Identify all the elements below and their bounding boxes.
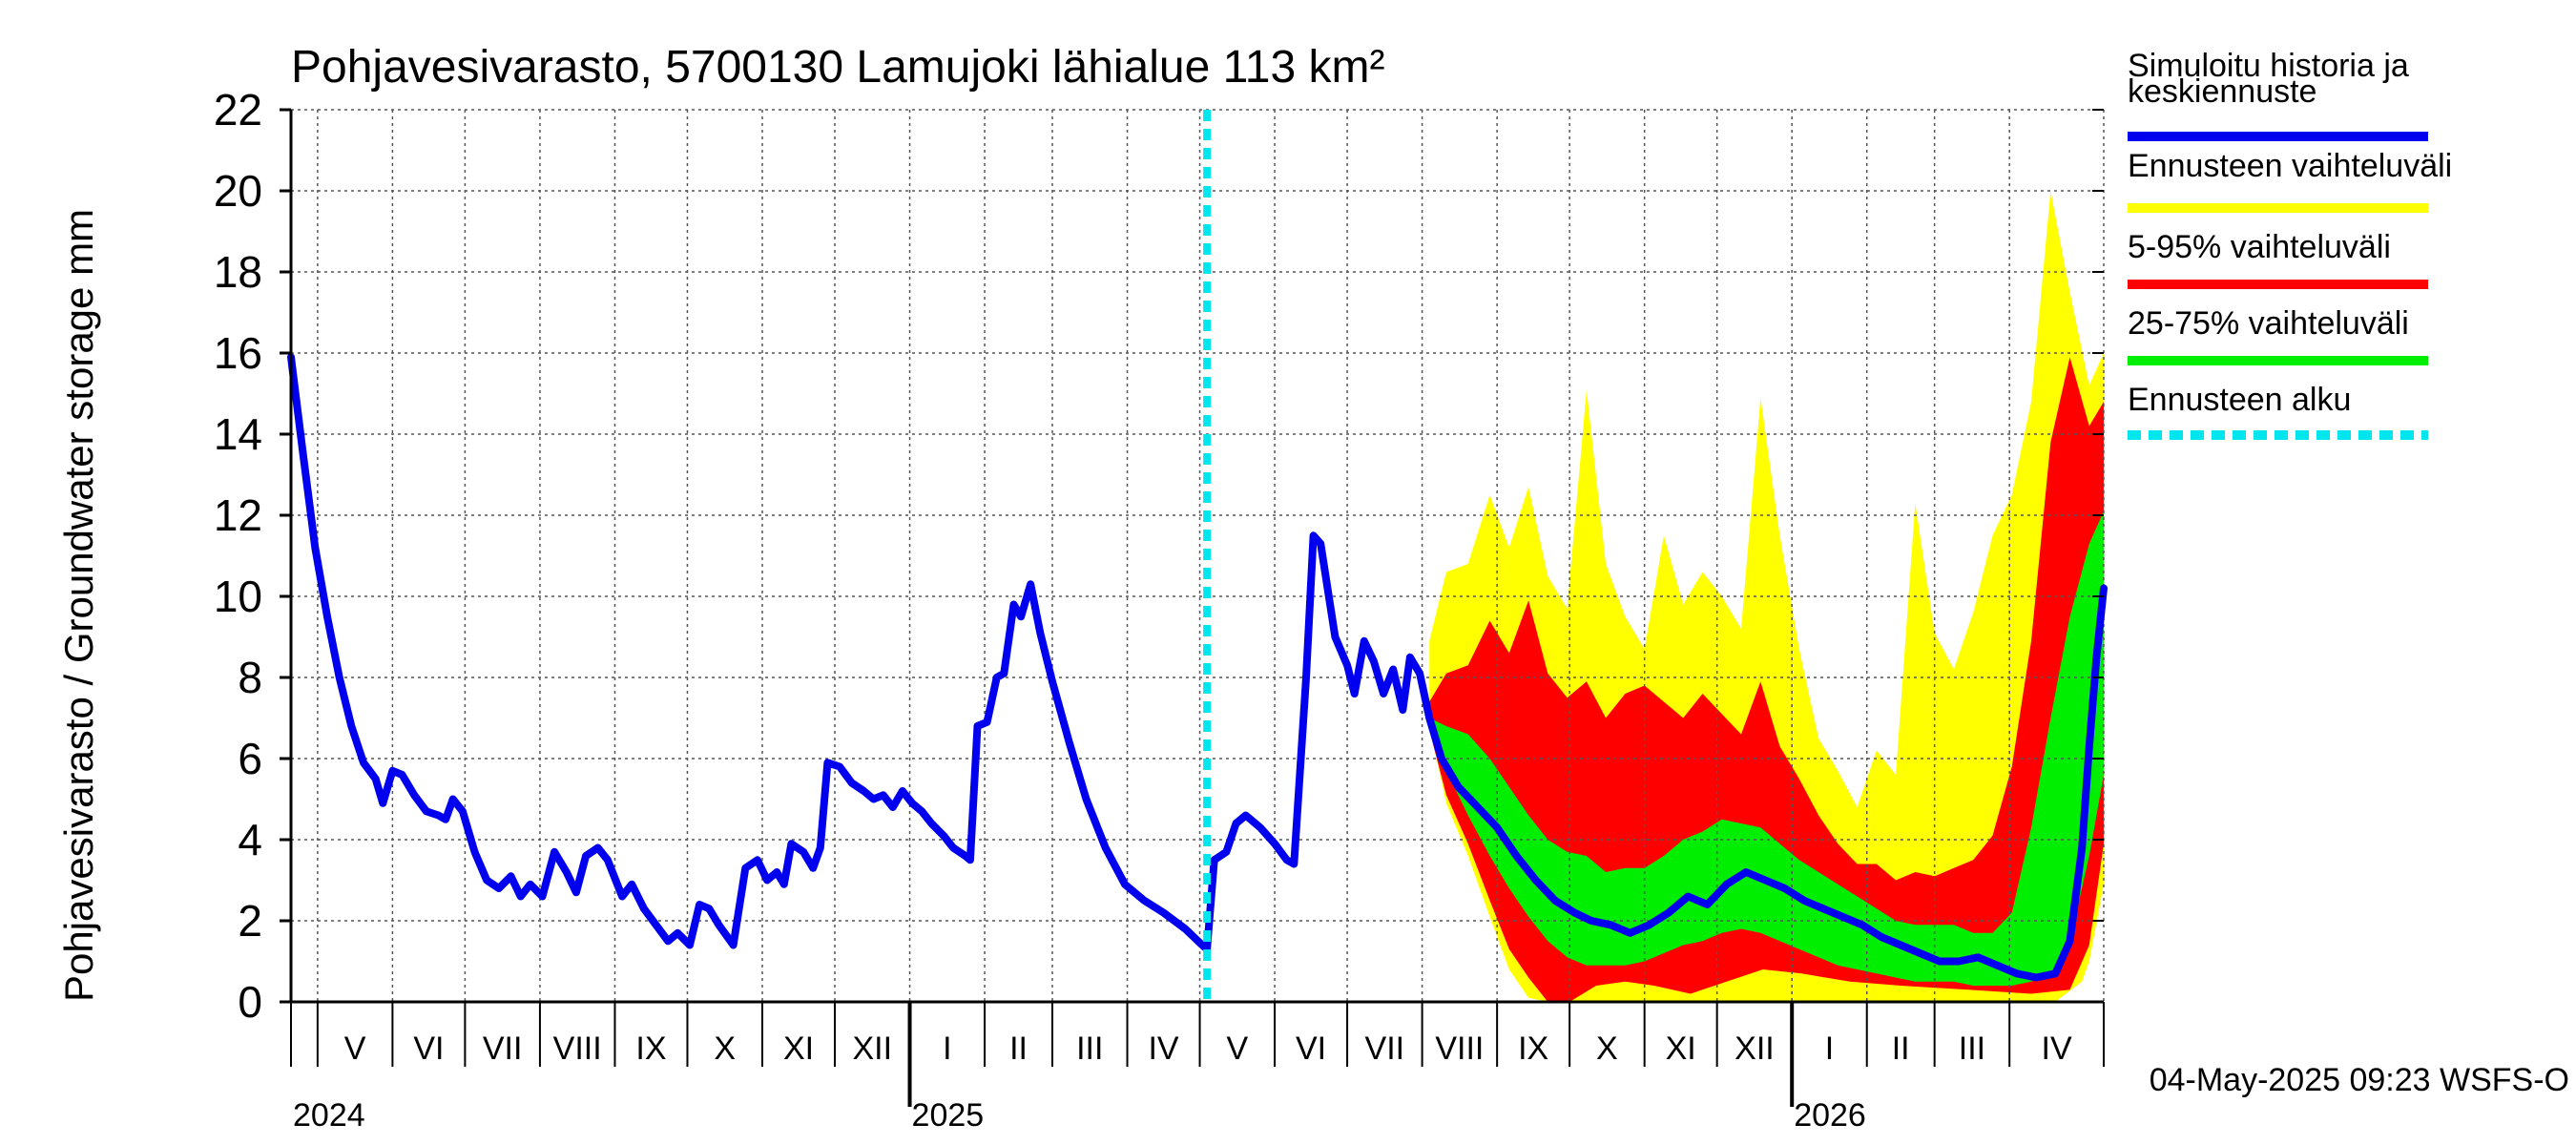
month-label: VIII — [553, 1030, 602, 1067]
legend-label: keskiennuste — [2128, 73, 2316, 110]
month-label: V — [344, 1030, 366, 1067]
band-5-95-vaihteluv-li — [1429, 357, 2104, 1002]
chart-title: Pohjavesivarasto, 5700130 Lamujoki lähia… — [291, 42, 1384, 93]
y-tick-label: 10 — [214, 572, 262, 621]
year-label: 2024 — [293, 1097, 365, 1134]
legend-label: Simuloitu historia ja — [2128, 48, 2409, 84]
month-label: VII — [1365, 1030, 1405, 1067]
footer-timestamp: 04-May-2025 09:23 WSFS-O — [2150, 1062, 2569, 1098]
y-tick-label: 14 — [214, 409, 262, 459]
month-label: II — [1009, 1030, 1028, 1067]
month-label: X — [1596, 1030, 1618, 1067]
month-label: XI — [1666, 1030, 1696, 1067]
month-label: IV — [2042, 1030, 2072, 1067]
grid-lines — [291, 109, 2105, 1002]
y-axis-label: Pohjavesivarasto / Groundwater storage m… — [56, 209, 101, 1002]
month-label: VI — [413, 1030, 444, 1067]
year-label: 2026 — [1794, 1097, 1866, 1134]
series-line-simulated — [287, 353, 2108, 982]
y-tick-label: 16 — [214, 328, 262, 378]
band-25-75-vaihteluv-li — [1429, 510, 2104, 986]
month-label: XII — [1735, 1030, 1775, 1067]
year-label: 2025 — [912, 1097, 985, 1134]
y-tick-label: 22 — [214, 85, 262, 135]
y-tick-label: 8 — [238, 653, 262, 702]
y-tick-label: 20 — [214, 166, 262, 216]
y-tick-label: 12 — [214, 490, 262, 540]
month-label: XI — [783, 1030, 814, 1067]
legend-label: Ennusteen alku — [2128, 382, 2351, 418]
legend-label: 5-95% vaihteluväli — [2128, 229, 2391, 265]
legend-label: Ennusteen vaihteluväli — [2128, 148, 2452, 184]
y-tick-label: 4 — [238, 815, 262, 864]
month-label: III — [1959, 1030, 1985, 1067]
month-label: IX — [1518, 1030, 1548, 1067]
month-label: X — [714, 1030, 736, 1067]
y-tick-label: 2 — [238, 896, 262, 946]
month-label: V — [1226, 1030, 1248, 1067]
legend-label: 25-75% vaihteluväli — [2128, 305, 2409, 342]
month-label: VI — [1296, 1030, 1326, 1067]
month-label: III — [1076, 1030, 1103, 1067]
month-label: I — [1825, 1030, 1834, 1067]
month-label: VII — [483, 1030, 523, 1067]
series-lines — [287, 110, 2108, 1002]
month-label: IX — [635, 1030, 666, 1067]
y-tick-label: 6 — [238, 734, 262, 783]
month-label: I — [943, 1030, 951, 1067]
month-label: VIII — [1435, 1030, 1484, 1067]
y-tick-label: 18 — [214, 247, 262, 297]
month-label: IV — [1148, 1030, 1178, 1067]
month-label: II — [1892, 1030, 1910, 1067]
y-tick-label: 0 — [238, 977, 262, 1027]
month-label: XII — [852, 1030, 892, 1067]
